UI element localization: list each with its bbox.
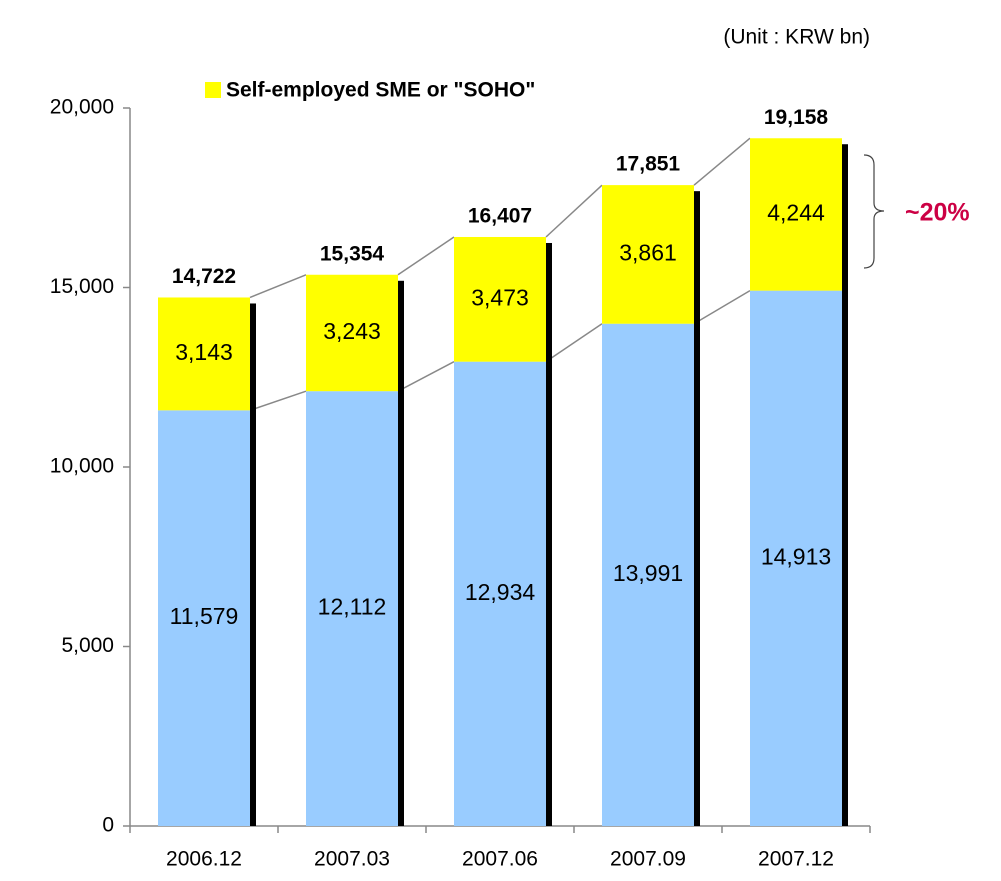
- bar-shadow: [842, 144, 848, 827]
- connector-line: [397, 361, 455, 392]
- annotation: ~20%: [905, 199, 970, 227]
- x-tick-label: 2007.06: [462, 848, 538, 871]
- bar-shadow: [398, 280, 404, 827]
- value-label: 3,143: [175, 339, 233, 365]
- y-tick-label: 20,000: [50, 96, 114, 119]
- value-label: 12,112: [318, 594, 387, 620]
- value-label: 3,861: [619, 239, 677, 265]
- bar-shadow: [250, 303, 256, 826]
- bar-segment: [158, 410, 250, 826]
- value-label: 3,243: [323, 318, 381, 344]
- connector-line: [693, 137, 751, 186]
- value-label: 3,473: [471, 284, 529, 310]
- x-tick-label: 2006.12: [166, 848, 242, 871]
- total-label: 16,407: [468, 205, 532, 228]
- x-tick-label: 2007.09: [610, 848, 686, 871]
- bar-segment: [306, 274, 398, 392]
- connector-line: [693, 289, 751, 325]
- bar-segment: [454, 236, 546, 362]
- bar-segment: [454, 361, 546, 826]
- x-tick-label: 2007.03: [314, 848, 390, 871]
- total-label: 17,851: [616, 153, 681, 176]
- legend-swatch: [205, 82, 221, 98]
- total-label: 19,158: [764, 106, 829, 129]
- bar-shadow: [694, 191, 700, 826]
- connector-line: [397, 236, 455, 276]
- y-tick-label: 0: [102, 814, 114, 837]
- bar-segment: [750, 138, 842, 291]
- bar-shadow: [546, 242, 552, 826]
- value-label: 11,579: [170, 603, 239, 629]
- bar-segment: [158, 297, 250, 411]
- value-label: 12,934: [465, 579, 536, 605]
- value-label: 4,244: [767, 200, 825, 226]
- legend-label: Self-employed SME or "SOHO": [226, 79, 535, 102]
- total-label: 15,354: [320, 242, 385, 265]
- connector-line: [545, 184, 603, 238]
- brace: [863, 154, 885, 269]
- connector-line: [249, 274, 307, 299]
- value-label: 14,913: [761, 543, 831, 569]
- x-tick-label: 2007.12: [758, 848, 834, 871]
- connector-line: [249, 390, 307, 412]
- y-tick-label: 5,000: [61, 634, 114, 657]
- total-label: 14,722: [172, 265, 236, 288]
- connector-line: [545, 323, 603, 363]
- bar-segment: [602, 323, 694, 826]
- unit-label: (Unit : KRW bn): [723, 26, 870, 49]
- bar-segment: [602, 185, 694, 324]
- y-tick-label: 15,000: [50, 275, 114, 298]
- bar-segment: [306, 391, 398, 826]
- bar-segment: [750, 290, 842, 826]
- y-tick-label: 10,000: [50, 455, 114, 478]
- value-label: 13,991: [613, 560, 683, 586]
